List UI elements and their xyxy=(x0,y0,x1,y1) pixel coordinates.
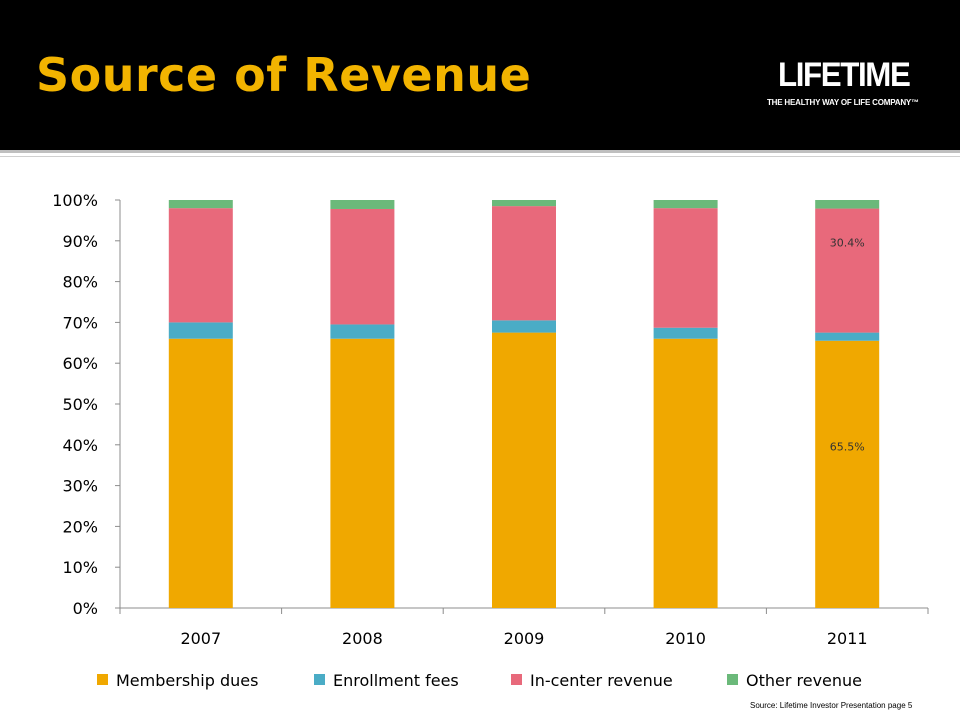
source-note: Source: Lifetime Investor Presentation p… xyxy=(750,701,913,710)
x-tick-label: 2011 xyxy=(827,629,868,648)
x-tick-label: 2007 xyxy=(180,629,221,648)
legend-label: In-center revenue xyxy=(530,671,673,690)
y-tick-label: 70% xyxy=(62,313,98,332)
y-tick-label: 30% xyxy=(62,477,98,496)
page-title: Source of Revenue xyxy=(36,48,532,102)
data-label: 30.4% xyxy=(830,237,865,250)
x-tick-label: 2010 xyxy=(665,629,706,648)
header-bar: Source of Revenue LIFETIME THE HEALTHY W… xyxy=(0,0,960,150)
y-tick-label: 90% xyxy=(62,232,98,251)
bar-segment xyxy=(168,338,233,608)
x-tick-label: 2008 xyxy=(342,629,383,648)
bar-segment xyxy=(168,322,233,339)
x-tick-label: 2009 xyxy=(504,629,545,648)
bar-segment xyxy=(330,208,395,325)
y-tick-label: 0% xyxy=(73,599,98,618)
bar-segment xyxy=(815,332,880,341)
bar-segment xyxy=(653,327,718,339)
bar-segment xyxy=(492,320,556,333)
bar-segment xyxy=(815,208,880,333)
legend-swatch xyxy=(511,674,522,685)
y-tick-label: 40% xyxy=(62,436,98,455)
stacked-bar-chart: 0% 10% 20% 30% 40% 50% 60% 70% 80% 90% 100% 2007 200… xyxy=(52,191,929,690)
legend-swatch xyxy=(727,674,738,685)
divider-line-thin xyxy=(0,156,960,157)
bar-segment xyxy=(330,200,395,209)
y-tick-label: 20% xyxy=(62,517,98,536)
bar-segment xyxy=(492,206,556,321)
bar-segment xyxy=(815,340,880,608)
divider-line xyxy=(0,150,960,153)
logo-wordmark: LIFETIME xyxy=(778,56,911,94)
bar-segment xyxy=(653,338,718,608)
data-label: 65.5% xyxy=(830,440,865,453)
y-tick-label: 10% xyxy=(62,558,98,577)
y-tick-label: 50% xyxy=(62,395,98,414)
bar-segment xyxy=(330,338,395,608)
bar-segment xyxy=(168,208,233,323)
legend-swatch xyxy=(314,674,325,685)
y-tick-label: 80% xyxy=(62,273,98,292)
legend-label: Membership dues xyxy=(116,671,258,690)
y-tick-label: 60% xyxy=(62,354,98,373)
logo-tagline: THE HEALTHY WAY OF LIFE COMPANY™ xyxy=(767,98,919,107)
legend-swatch xyxy=(97,674,108,685)
bar-segment xyxy=(653,208,718,328)
bar-segment xyxy=(168,200,233,209)
legend-label: Enrollment fees xyxy=(333,671,459,690)
bar-segment xyxy=(330,324,395,339)
legend-label: Other revenue xyxy=(746,671,862,690)
bar-segment xyxy=(815,200,880,209)
bar-segment xyxy=(492,332,556,608)
bar-segment xyxy=(653,200,718,209)
bar-segment xyxy=(492,200,556,207)
y-tick-label: 100% xyxy=(52,191,98,210)
